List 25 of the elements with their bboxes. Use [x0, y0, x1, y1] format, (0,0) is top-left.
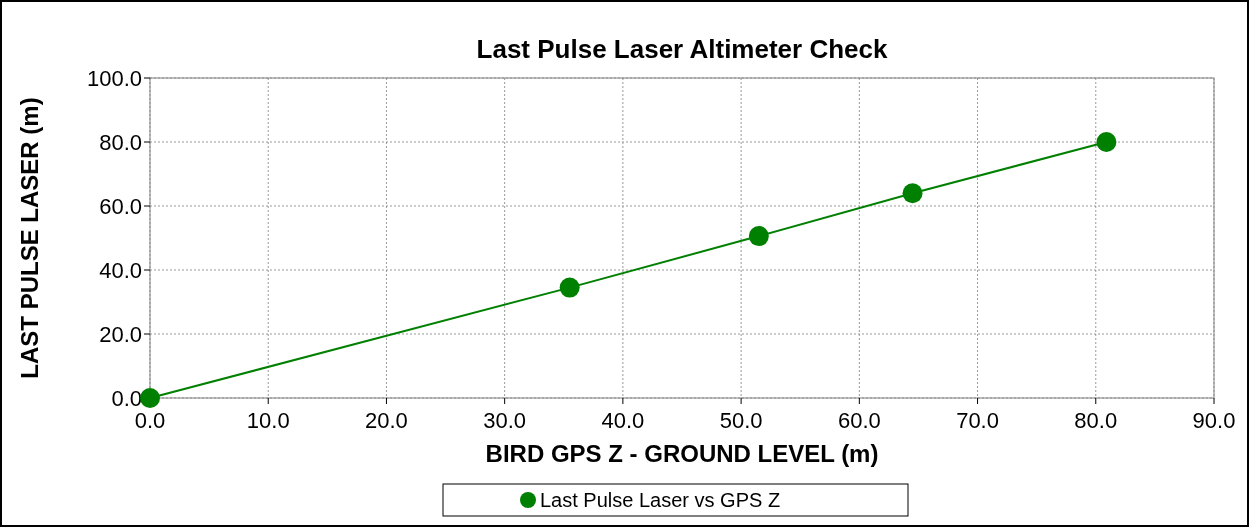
x-tick-label: 0.0: [134, 408, 166, 433]
x-tick-label: 60.0: [837, 408, 881, 433]
x-tick-label: 40.0: [601, 408, 645, 433]
x-tick-label: 20.0: [365, 408, 408, 433]
y-tick-label: 100.0: [86, 66, 142, 91]
y-tick-label: 80.0: [99, 130, 142, 155]
y-tick-label: 40.0: [99, 258, 142, 283]
x-tick-label: 30.0: [483, 408, 527, 433]
x-tick-label: 80.0: [1074, 408, 1118, 433]
y-tick-label: 0.0: [111, 386, 142, 411]
point: [140, 388, 160, 408]
y-tick-label: 20.0: [99, 322, 142, 347]
x-tick-label: 10.0: [246, 408, 290, 433]
y-tick-label: 60.0: [99, 194, 142, 219]
x-tick-label: 70.0: [956, 408, 999, 433]
point: [559, 277, 580, 298]
y-axis-title: LAST PULSE LASER (m): [16, 97, 43, 379]
point: [1096, 132, 1117, 152]
chart-title: Last Pulse Laser Altimeter Check: [476, 34, 888, 64]
point: [902, 183, 923, 204]
legend-label: Last Pulse Laser vs GPS Z: [540, 489, 781, 511]
x-tick-label: 90.0: [1192, 408, 1236, 433]
x-tick-label: 50.0: [719, 408, 763, 433]
point: [748, 226, 769, 247]
x-axis-title: BIRD GPS Z - GROUND LEVEL (m): [485, 440, 879, 467]
